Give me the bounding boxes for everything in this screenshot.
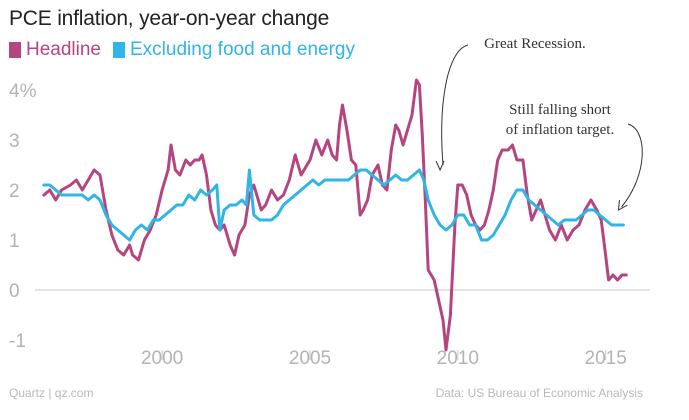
x-tick-label: 2000 (141, 348, 183, 369)
annotation-great-recession: Great Recession. (484, 36, 586, 52)
y-tick-label: 2 (9, 181, 20, 202)
legend-label-core: Excluding food and energy (130, 39, 355, 60)
y-tick-label: 3 (9, 131, 20, 152)
data-source: Data: US Bureau of Economic Analysis (435, 386, 643, 400)
legend-swatch-headline (9, 42, 21, 58)
legend: Headline Excluding food and energy (9, 39, 367, 61)
y-tick-label: 4% (9, 81, 37, 102)
legend-item-core: Excluding food and energy (113, 39, 355, 61)
annotation-arrowhead-great-recession (435, 160, 445, 172)
legend-swatch-core (113, 42, 125, 58)
annotation-falling-short-line1: Still falling short (509, 102, 612, 118)
series-line-core (42, 168, 625, 242)
series-line-headline (42, 78, 628, 352)
annotation-arrow-falling-short (621, 123, 643, 208)
y-tick-label: -1 (9, 331, 26, 352)
y-tick-label: 1 (9, 231, 20, 252)
source-credit: Quartz | qz.com (9, 386, 94, 400)
x-tick-label: 2010 (437, 348, 479, 369)
x-tick-label: 2015 (585, 348, 627, 369)
y-tick-label: 0 (9, 281, 20, 302)
annotation-arrowhead-falling-short (617, 199, 628, 211)
annotation-falling-short-line2: of inflation target. (506, 122, 614, 138)
legend-label-headline: Headline (26, 39, 101, 60)
annotation-arrow-great-recession (441, 44, 469, 166)
x-tick-label: 2005 (289, 348, 331, 369)
chart-title: PCE inflation, year-on-year change (9, 7, 330, 30)
legend-item-headline: Headline (9, 39, 101, 61)
